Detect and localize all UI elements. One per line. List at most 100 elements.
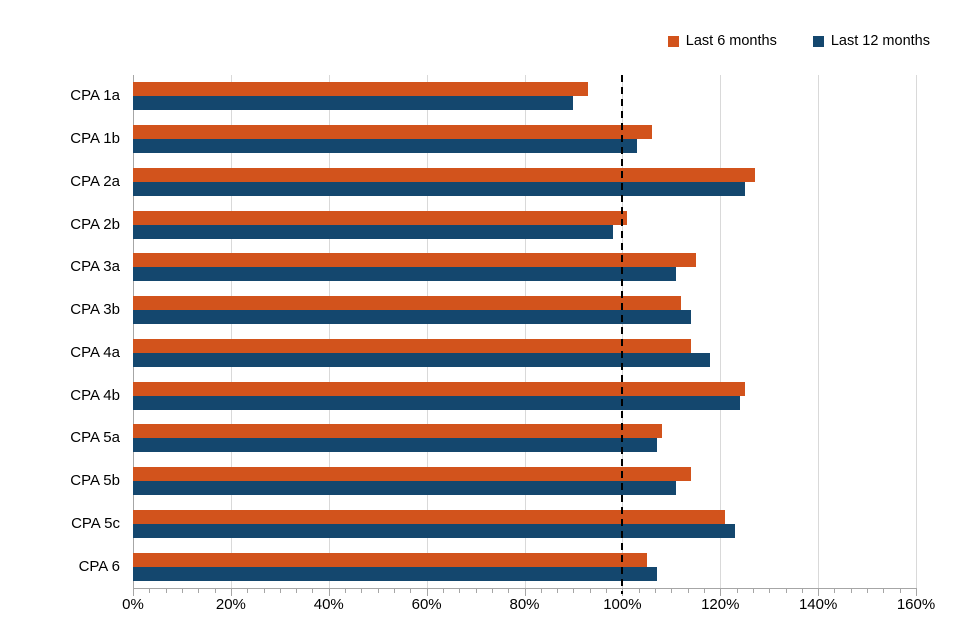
bar-cpa-5c-last-6-months — [133, 509, 726, 524]
minor-tick — [638, 589, 640, 593]
legend-label: Last 12 months — [830, 33, 930, 49]
x-tick-label: 20% — [215, 596, 246, 613]
legend-item-last-6-months: Last 6 months — [667, 33, 777, 49]
x-tick-label: 100% — [603, 596, 642, 613]
category-label: CPA 4b — [70, 386, 120, 404]
minor-tick — [263, 589, 265, 593]
minor-tick — [655, 589, 656, 593]
minor-tick — [279, 589, 281, 593]
minor-tick — [247, 589, 249, 593]
y-axis-category-labels: CPA 1a CPA 1b CPA 2a CPA 2b CPA 3a CPA 3b CPA … — [0, 75, 120, 588]
minor-tick — [883, 589, 885, 593]
chart-legend: Last 6 months Last 12 months — [667, 33, 930, 49]
x-tick-label: 60% — [411, 596, 442, 613]
x-tick-label: 40% — [313, 596, 344, 613]
minor-tick — [377, 589, 379, 593]
category-label: CPA 2b — [70, 215, 120, 233]
minor-tick — [491, 589, 493, 593]
bar-cpa-2a-last-6-months — [133, 167, 755, 182]
category-label: CPA 4a — [70, 343, 120, 361]
minor-tick — [459, 589, 461, 593]
vertical-gridline — [426, 75, 428, 588]
category-label: CPA 5c — [71, 514, 120, 532]
bar-cpa-1a-last-12-months — [133, 96, 574, 111]
minor-tick — [508, 589, 510, 593]
minor-tick — [394, 589, 395, 593]
bar-cpa-1b-last-6-months — [133, 125, 652, 140]
minor-tick — [867, 589, 869, 593]
vertical-gridline — [916, 75, 917, 588]
minor-tick — [834, 589, 836, 593]
y-axis-line — [133, 75, 134, 588]
minor-tick — [752, 589, 754, 593]
minor-tick — [165, 589, 167, 593]
bar-cpa-2a-last-12-months — [133, 181, 745, 196]
major-tick — [426, 589, 428, 596]
minor-tick — [312, 589, 314, 593]
minor-tick — [410, 589, 412, 593]
minor-tick — [557, 589, 559, 593]
minor-tick — [769, 589, 771, 593]
minor-tick — [671, 589, 673, 593]
minor-tick — [606, 589, 608, 593]
minor-tick — [345, 589, 347, 593]
major-tick — [230, 589, 232, 596]
minor-tick — [736, 589, 738, 593]
minor-tick — [540, 589, 542, 593]
legend-swatch-icon — [667, 35, 679, 47]
bar-cpa-4b-last-6-months — [133, 381, 745, 396]
bar-cpa-4a-last-6-months — [133, 338, 691, 353]
legend-label: Last 6 months — [685, 33, 777, 49]
category-label: CPA 2a — [70, 172, 120, 190]
vertical-gridline — [328, 75, 330, 588]
minor-tick — [801, 589, 803, 593]
reference-line-100pct — [621, 75, 624, 594]
minor-tick — [687, 589, 689, 593]
plot-area — [133, 75, 917, 594]
category-label: CPA 5b — [70, 472, 120, 490]
bar-cpa-1a-last-6-months — [133, 82, 589, 97]
category-label: CPA 1a — [70, 87, 120, 105]
minor-tick — [181, 589, 183, 593]
minor-tick — [573, 589, 575, 593]
bar-cpa-3a-last-12-months — [133, 267, 677, 282]
category-label: CPA 5a — [70, 429, 120, 447]
bar-cpa-5a-last-6-months — [133, 424, 662, 439]
minor-tick — [149, 589, 151, 593]
vertical-gridline — [524, 75, 526, 588]
x-tick-label: 0% — [122, 596, 144, 613]
legend-item-last-12-months: Last 12 months — [812, 33, 930, 49]
minor-tick — [589, 589, 591, 593]
category-label: CPA 1b — [70, 130, 120, 148]
major-tick — [818, 589, 820, 596]
bar-cpa-2b-last-6-months — [133, 210, 628, 225]
major-tick — [524, 589, 526, 596]
x-axis-tick-labels: 0% 20% 40% 60% 80% 100% 120% 140% 160% — [122, 596, 935, 620]
bar-cpa-6-last-6-months — [133, 552, 647, 567]
x-tick-label: 160% — [896, 596, 936, 613]
bar-cpa-2b-last-12-months — [133, 224, 613, 239]
minor-tick — [475, 589, 477, 593]
vertical-gridline — [720, 75, 722, 588]
bar-cpa-1b-last-12-months — [133, 139, 638, 154]
category-label: CPA 3b — [70, 301, 120, 319]
bar-cpa-5a-last-12-months — [133, 438, 657, 453]
minor-tick — [198, 589, 200, 593]
minor-tick — [361, 589, 363, 593]
minor-tick — [214, 589, 216, 593]
x-tick-label: 80% — [509, 596, 540, 613]
category-label: CPA 3a — [70, 258, 120, 276]
bar-cpa-6-last-12-months — [133, 566, 657, 581]
bar-cpa-5c-last-12-months — [133, 523, 735, 538]
x-axis-line — [133, 588, 917, 589]
minor-tick — [850, 589, 852, 593]
major-tick — [328, 589, 330, 596]
minor-tick — [785, 589, 787, 593]
major-tick — [720, 589, 722, 596]
bar-cpa-5b-last-12-months — [133, 481, 677, 496]
bar-cpa-3b-last-12-months — [133, 310, 691, 325]
bar-cpa-3b-last-6-months — [133, 296, 682, 311]
minor-tick — [442, 589, 444, 593]
bar-cpa-5b-last-6-months — [133, 467, 691, 482]
